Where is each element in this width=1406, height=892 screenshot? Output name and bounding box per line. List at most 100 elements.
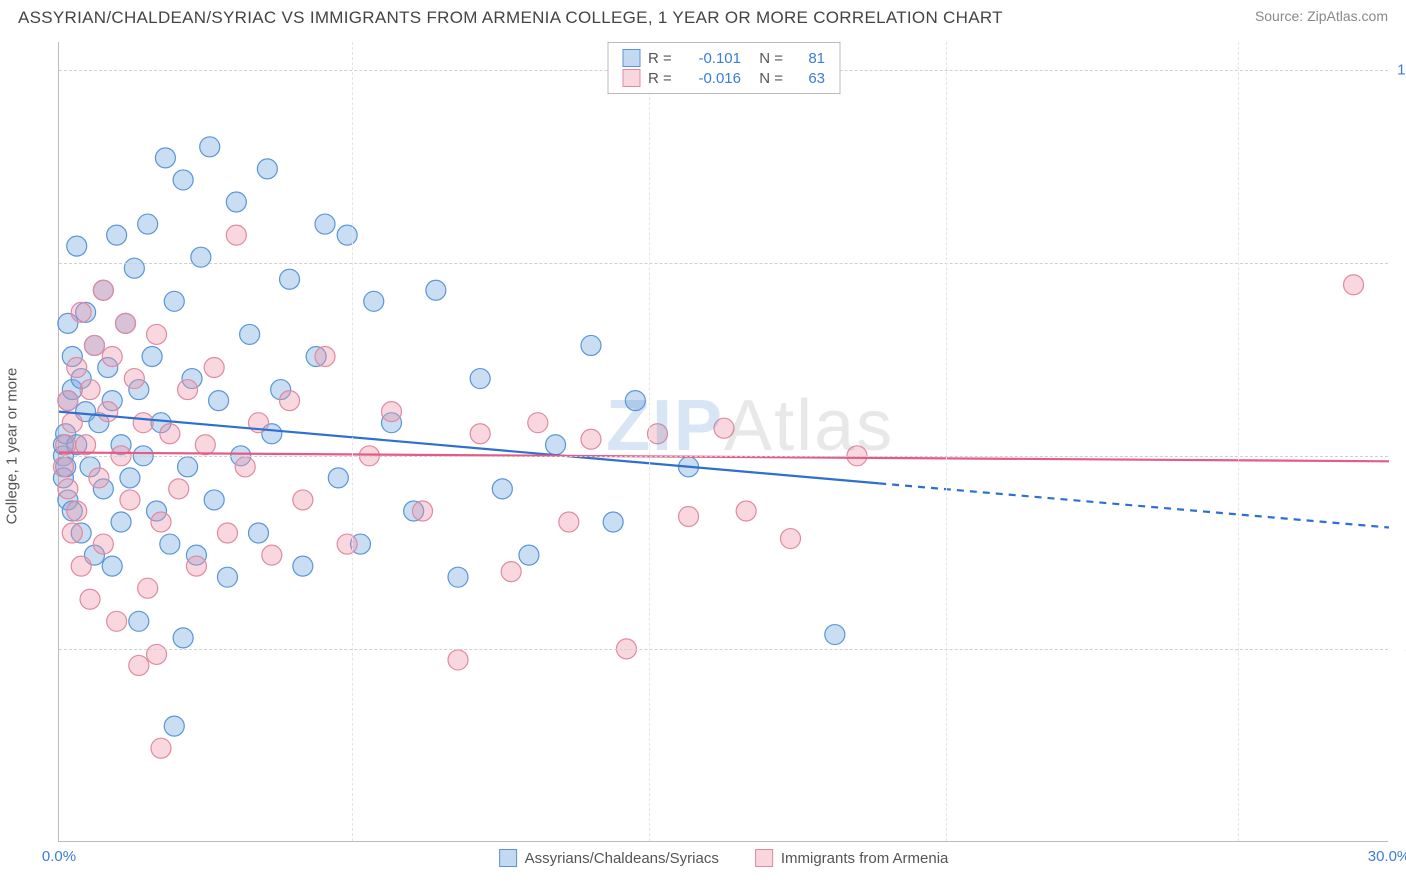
gridline-horizontal	[59, 263, 1388, 264]
data-point-pink	[58, 479, 78, 499]
data-point-pink	[84, 335, 104, 355]
data-point-pink	[679, 506, 699, 526]
data-point-blue	[603, 512, 623, 532]
data-point-blue	[315, 214, 335, 234]
data-point-pink	[151, 738, 171, 758]
trend-line-ext-blue	[879, 483, 1389, 527]
data-point-blue	[280, 269, 300, 289]
data-point-pink	[80, 589, 100, 609]
legend-series-label: Immigrants from Armenia	[781, 850, 949, 867]
data-point-pink	[93, 280, 113, 300]
data-point-blue	[257, 159, 277, 179]
data-point-pink	[107, 611, 127, 631]
data-point-blue	[67, 236, 87, 256]
data-point-pink	[337, 534, 357, 554]
data-point-pink	[315, 346, 335, 366]
data-point-pink	[501, 562, 521, 582]
gridline-horizontal	[59, 649, 1388, 650]
data-point-blue	[625, 391, 645, 411]
data-point-blue	[164, 291, 184, 311]
correlation-legend: R =-0.101N =81R =-0.016N =63	[607, 42, 840, 94]
data-point-pink	[169, 479, 189, 499]
chart-plot-area: ZIPAtlas R =-0.101N =81R =-0.016N =63 As…	[58, 42, 1388, 842]
chart-title: ASSYRIAN/CHALDEAN/SYRIAC VS IMMIGRANTS F…	[18, 8, 1003, 28]
data-point-pink	[102, 346, 122, 366]
data-point-blue	[364, 291, 384, 311]
data-point-pink	[470, 424, 490, 444]
legend-r-value: -0.016	[686, 70, 741, 87]
data-point-pink	[781, 529, 801, 549]
data-point-blue	[470, 369, 490, 389]
scatter-plot-svg	[59, 42, 1388, 841]
data-point-pink	[147, 644, 167, 664]
data-point-blue	[825, 625, 845, 645]
data-point-blue	[519, 545, 539, 565]
x-tick-label: 0.0%	[42, 848, 76, 865]
data-point-pink	[138, 578, 158, 598]
data-point-pink	[62, 523, 82, 543]
data-point-pink	[293, 490, 313, 510]
legend-swatch-blue	[499, 849, 517, 867]
data-point-blue	[249, 523, 269, 543]
data-point-blue	[204, 490, 224, 510]
gridline-vertical	[946, 42, 947, 841]
data-point-pink	[178, 380, 198, 400]
legend-swatch-blue	[622, 49, 640, 67]
legend-n-label: N =	[749, 50, 783, 67]
legend-r-value: -0.101	[686, 50, 741, 67]
data-point-blue	[337, 225, 357, 245]
data-point-blue	[124, 258, 144, 278]
data-point-blue	[426, 280, 446, 300]
data-point-pink	[129, 655, 149, 675]
data-point-pink	[67, 501, 87, 521]
legend-n-value: 81	[791, 50, 825, 67]
data-point-pink	[186, 556, 206, 576]
data-point-blue	[138, 214, 158, 234]
gridline-vertical	[1238, 42, 1239, 841]
data-point-pink	[160, 424, 180, 444]
data-point-pink	[147, 324, 167, 344]
data-point-blue	[173, 170, 193, 190]
trend-line-pink	[59, 452, 1389, 461]
data-point-blue	[209, 391, 229, 411]
data-point-pink	[581, 429, 601, 449]
data-point-blue	[200, 137, 220, 157]
data-point-pink	[80, 380, 100, 400]
data-point-pink	[648, 424, 668, 444]
data-point-blue	[111, 512, 131, 532]
data-point-pink	[204, 358, 224, 378]
gridline-horizontal	[59, 456, 1388, 457]
legend-item: Assyrians/Chaldeans/Syriacs	[499, 849, 719, 867]
data-point-blue	[546, 435, 566, 455]
data-point-blue	[160, 534, 180, 554]
data-point-pink	[124, 369, 144, 389]
data-point-blue	[448, 567, 468, 587]
data-point-pink	[71, 302, 91, 322]
data-point-pink	[98, 402, 118, 422]
data-point-blue	[155, 148, 175, 168]
y-tick-label: 65.0%	[1393, 447, 1406, 464]
legend-n-label: N =	[749, 70, 783, 87]
data-point-pink	[217, 523, 237, 543]
data-point-pink	[226, 225, 246, 245]
data-point-pink	[67, 358, 87, 378]
x-tick-label: 30.0%	[1368, 848, 1406, 865]
data-point-pink	[93, 534, 113, 554]
data-point-pink	[559, 512, 579, 532]
data-point-pink	[62, 413, 82, 433]
data-point-pink	[195, 435, 215, 455]
data-point-blue	[293, 556, 313, 576]
series-legend: Assyrians/Chaldeans/Syriacs Immigrants fr…	[499, 849, 949, 867]
data-point-blue	[328, 468, 348, 488]
legend-series-label: Assyrians/Chaldeans/Syriacs	[525, 850, 719, 867]
data-point-pink	[714, 418, 734, 438]
data-point-pink	[382, 402, 402, 422]
data-point-blue	[226, 192, 246, 212]
data-point-pink	[53, 457, 73, 477]
legend-row: R =-0.016N =63	[622, 68, 825, 88]
legend-item: Immigrants from Armenia	[755, 849, 949, 867]
legend-r-label: R =	[648, 50, 678, 67]
legend-swatch-pink	[755, 849, 773, 867]
data-point-pink	[58, 391, 78, 411]
gridline-vertical	[352, 42, 353, 841]
